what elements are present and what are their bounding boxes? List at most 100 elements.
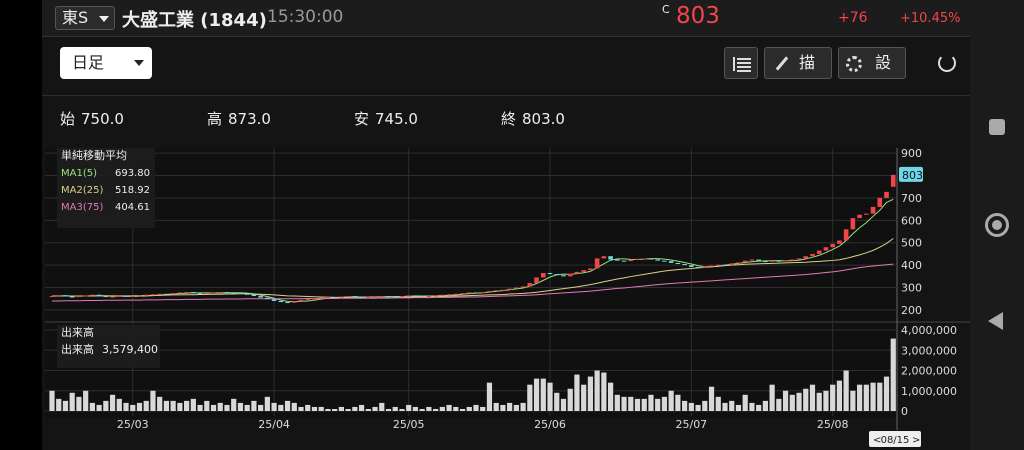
volume-bar — [311, 406, 318, 411]
candle — [63, 295, 68, 297]
volume-bar — [379, 402, 385, 411]
volume-bar — [318, 406, 324, 411]
draw-button[interactable]: 描画 — [764, 47, 832, 79]
legend-value: 404.61 — [115, 202, 150, 213]
volume-bar — [776, 398, 782, 411]
cursor-prev[interactable]: < — [873, 435, 881, 446]
candle — [258, 296, 263, 298]
candle — [211, 292, 216, 294]
candle — [406, 295, 411, 297]
volume-bar — [520, 402, 526, 411]
volume-bar — [574, 374, 580, 411]
volume-bar — [325, 408, 331, 411]
candle — [117, 295, 122, 297]
ma-legend-title: 単純移動平均 — [61, 148, 127, 162]
indicator-button[interactable] — [724, 47, 758, 79]
volume-bar — [883, 376, 890, 411]
x-tick-label: 25/08 — [817, 418, 849, 431]
y-tick-label: 500 — [901, 237, 922, 250]
volume-bar — [130, 404, 136, 411]
candle — [386, 296, 391, 298]
candle — [756, 259, 761, 262]
candle — [608, 256, 613, 260]
volume-bar — [601, 372, 607, 411]
candle — [150, 294, 156, 296]
volume-bar — [345, 408, 351, 411]
volume-bar — [197, 404, 203, 411]
volume-bar — [103, 400, 109, 411]
candle — [520, 286, 526, 288]
candle — [527, 283, 533, 287]
volume-bar — [809, 384, 816, 411]
ohlc-item: 始 750.0 — [60, 108, 124, 129]
period-select[interactable]: 日足 — [60, 47, 152, 79]
y-tick-label: 400 — [901, 259, 922, 272]
last-price-tag — [899, 166, 923, 182]
candle — [843, 229, 849, 241]
candle — [749, 259, 755, 261]
volume-bar — [150, 390, 156, 411]
candle — [379, 296, 385, 298]
candle — [204, 293, 210, 295]
volume-bar — [749, 402, 755, 411]
volume-bar — [412, 406, 419, 411]
candle — [265, 297, 270, 300]
volume-bar — [857, 384, 863, 411]
recents-button[interactable] — [989, 119, 1005, 135]
candle — [170, 293, 176, 295]
volume-bar — [554, 392, 560, 411]
candle — [574, 271, 580, 274]
candle — [890, 174, 896, 187]
candle — [392, 296, 398, 298]
ohlc-value: 873.0 — [228, 110, 271, 128]
volume-bar — [157, 396, 163, 411]
settings-button[interactable]: 設定 — [838, 47, 906, 79]
candle — [76, 296, 82, 298]
refresh-button[interactable] — [938, 54, 956, 72]
time: 15:30:00 — [267, 7, 344, 27]
candle — [285, 302, 290, 304]
volume-bar — [399, 408, 405, 411]
candle — [675, 262, 681, 265]
candle — [278, 300, 284, 303]
candle — [594, 258, 600, 269]
x-tick-label: 25/07 — [675, 418, 707, 431]
candle — [69, 296, 75, 298]
volume-bar — [877, 382, 883, 411]
volume-legend-value: 3,579,400 — [102, 343, 158, 356]
x-tick-label: 25/03 — [117, 418, 149, 431]
volume-bar — [332, 408, 338, 411]
volume-bar — [762, 400, 768, 411]
x-tick-label: 25/06 — [534, 418, 566, 431]
volume-bar — [769, 384, 775, 411]
candle — [352, 296, 358, 298]
candle — [271, 299, 277, 301]
volume-bar — [392, 406, 398, 411]
candle — [433, 295, 438, 297]
volume-bar — [136, 402, 143, 411]
candle — [184, 292, 189, 294]
settings-label: 設定 — [875, 53, 892, 78]
volume-bar — [823, 390, 829, 411]
candle — [648, 258, 654, 260]
volume-bar — [284, 400, 291, 411]
market-select[interactable]: 東S — [55, 6, 115, 30]
candle — [850, 218, 856, 230]
cursor-next[interactable]: > — [912, 435, 920, 446]
cursor-date-box[interactable] — [869, 431, 921, 447]
candle — [601, 256, 607, 259]
volume-bar — [96, 404, 102, 411]
volume-bar — [843, 370, 849, 411]
volume-bar — [742, 394, 748, 411]
candle — [810, 253, 815, 257]
change-pct: +10.45% — [900, 11, 961, 26]
volume-bar — [668, 390, 674, 411]
candle — [137, 295, 142, 297]
candle — [244, 293, 250, 295]
price-flag: C — [662, 3, 670, 16]
back-button[interactable] — [988, 312, 1003, 330]
home-button[interactable] — [985, 213, 1009, 237]
candle — [823, 247, 829, 251]
volume-bar — [587, 376, 593, 411]
